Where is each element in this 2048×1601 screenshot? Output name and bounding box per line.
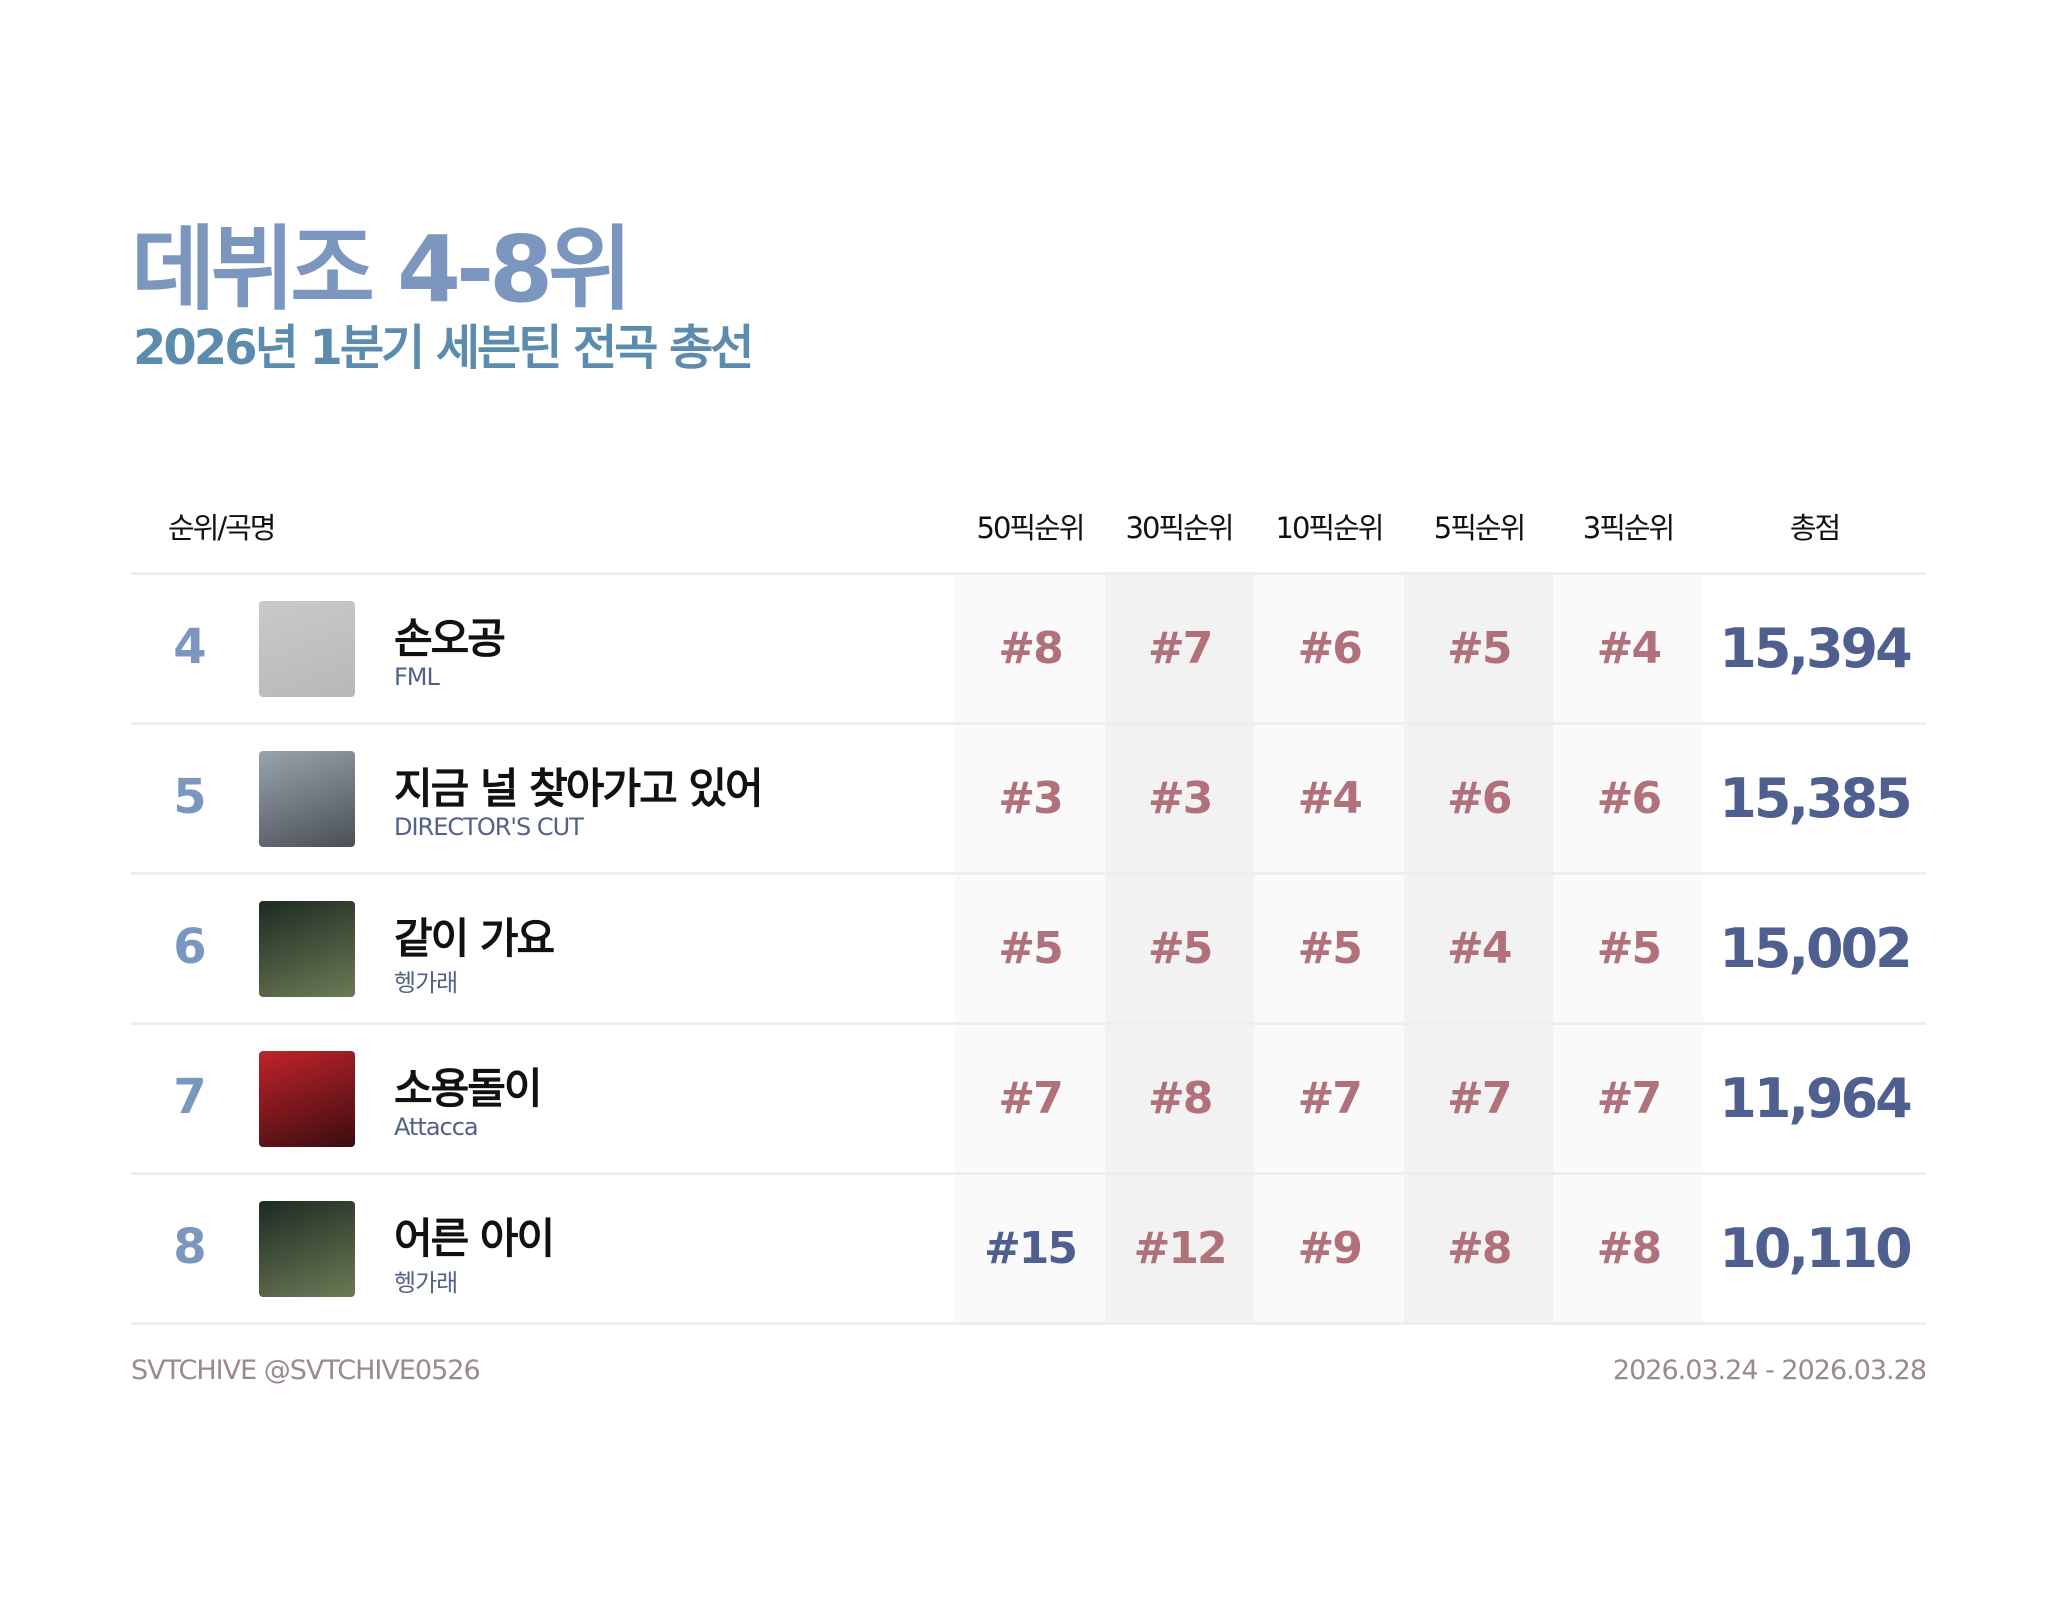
pick-rank: #8 (1104, 1025, 1255, 1172)
album-name: FML (394, 663, 440, 691)
rank-number: 8 (173, 1219, 207, 1275)
table-row: 5 지금 널 찾아가고 있어 DIRECTOR'S CUT #3 #3 #4 #6 #6 15,… (131, 725, 1926, 872)
pick-rank: #7 (955, 1025, 1105, 1172)
divider (131, 1022, 1926, 1025)
album-name: 헹가래 (394, 969, 458, 997)
divider (131, 572, 1926, 575)
album-cover (259, 1051, 355, 1147)
header-10pick: 10픽순위 (1275, 511, 1385, 545)
album-cover (259, 751, 355, 847)
pick-rank: #12 (1104, 1175, 1255, 1322)
pick-rank: #3 (1104, 725, 1255, 872)
album-cover (259, 1201, 355, 1297)
total-score: 10,110 (1719, 1217, 1912, 1280)
total-score: 11,964 (1719, 1067, 1912, 1130)
pick-rank: #4 (1403, 875, 1554, 1022)
album-name: DIRECTOR'S CUT (394, 813, 584, 841)
page-title: 데뷔조 4-8위 (131, 216, 633, 323)
album-cover (259, 901, 355, 997)
pick-rank: #5 (1553, 875, 1704, 1022)
rank-number: 7 (173, 1069, 207, 1125)
pick-rank: #9 (1254, 1175, 1405, 1322)
divider (131, 722, 1926, 725)
header-total: 총점 (1789, 511, 1841, 545)
pick-rank: #6 (1403, 725, 1554, 872)
page-subtitle: 2026년 1분기 세븐틴 전곡 총선 (133, 320, 754, 376)
pick-rank: #6 (1254, 575, 1405, 722)
pick-rank: #8 (1553, 1175, 1704, 1322)
header-3pick: 3픽순위 (1582, 511, 1676, 545)
song-title: 소용돌이 (394, 1064, 543, 1113)
total-score: 15,002 (1719, 917, 1912, 980)
pick-rank: #15 (955, 1175, 1105, 1322)
table-row: 8 어른 아이 헹가래 #15 #12 #9 #8 #8 10,110 (131, 1175, 1926, 1322)
pick-rank: #7 (1553, 1025, 1704, 1172)
total-score: 15,385 (1719, 767, 1912, 830)
pick-rank: #7 (1104, 575, 1255, 722)
pick-rank: #3 (955, 725, 1105, 872)
album-cover (259, 601, 355, 697)
pick-rank: #8 (1403, 1175, 1554, 1322)
table-row: 4 손오공 FML #8 #7 #6 #5 #4 15,394 (131, 575, 1926, 722)
header-50pick: 50픽순위 (976, 511, 1086, 545)
header-30pick: 30픽순위 (1125, 511, 1235, 545)
divider (131, 872, 1926, 875)
footer-period: 2026.03.24 - 2026.03.28 (1612, 1355, 1927, 1386)
header-rank-song: 순위/곡명 (168, 511, 276, 545)
pick-rank: #6 (1553, 725, 1704, 872)
table-row: 6 같이 가요 헹가래 #5 #5 #5 #4 #5 15,002 (131, 875, 1926, 1022)
album-name: 헹가래 (394, 1269, 458, 1297)
rank-number: 5 (173, 769, 207, 825)
total-score: 15,394 (1719, 617, 1912, 680)
album-name: Attacca (394, 1113, 479, 1141)
header-5pick: 5픽순위 (1433, 511, 1527, 545)
pick-rank: #7 (1254, 1025, 1405, 1172)
rank-number: 4 (173, 619, 207, 675)
pick-rank: #8 (955, 575, 1105, 722)
divider (131, 1172, 1926, 1175)
pick-rank: #4 (1254, 725, 1405, 872)
pick-rank: #4 (1553, 575, 1704, 722)
song-title: 어른 아이 (394, 1214, 555, 1263)
song-title: 같이 가요 (394, 914, 555, 963)
pick-rank: #7 (1403, 1025, 1554, 1172)
footer-credit: SVTCHIVE @SVTCHIVE0526 (131, 1355, 481, 1386)
pick-rank: #5 (955, 875, 1105, 1022)
song-title: 손오공 (394, 614, 506, 663)
pick-rank: #5 (1254, 875, 1405, 1022)
table-row: 7 소용돌이 Attacca #7 #8 #7 #7 #7 11,964 (131, 1025, 1926, 1172)
pick-rank: #5 (1104, 875, 1255, 1022)
divider (131, 1322, 1926, 1325)
song-title: 지금 널 찾아가고 있어 (394, 764, 764, 813)
rank-number: 6 (173, 919, 207, 975)
pick-rank: #5 (1403, 575, 1554, 722)
